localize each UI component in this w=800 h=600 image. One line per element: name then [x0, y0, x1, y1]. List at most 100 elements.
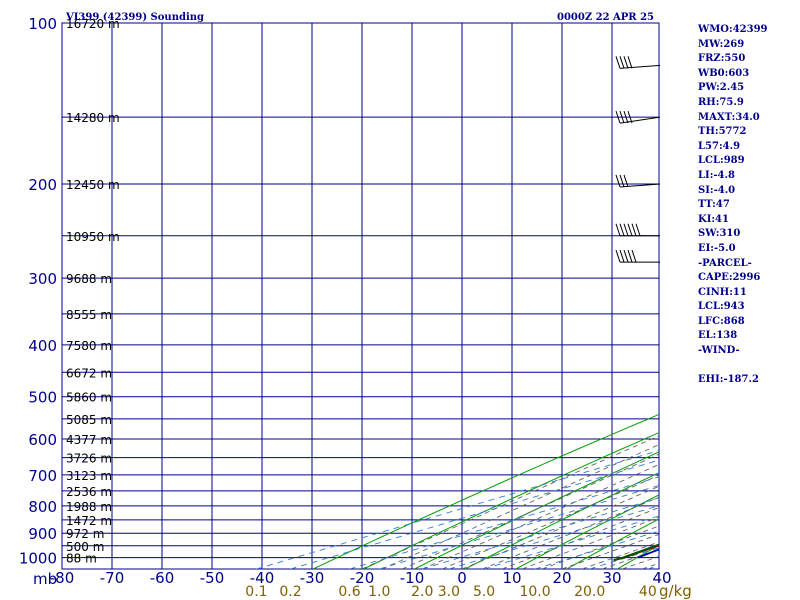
- moist-adiabat: [561, 533, 659, 569]
- moist-adiabats: [361, 435, 659, 569]
- sounding-index: CAPE:2996: [698, 272, 761, 284]
- sounding-index: WB0:603: [698, 67, 750, 79]
- height-tick-label: 10950 m: [66, 230, 120, 244]
- temperature-tick-label: 10: [502, 569, 521, 587]
- wind-barb-feather: [619, 174, 625, 188]
- sounding-index: EL:138: [698, 330, 738, 342]
- temperature-tick-label: -70: [100, 569, 125, 587]
- mixing-ratio-label: 40: [639, 584, 657, 600]
- dry-adiabat: [414, 451, 659, 569]
- wind-barb-feather: [615, 249, 621, 263]
- height-tick-label: 16720 m: [66, 17, 120, 31]
- wind-barb-feather: [615, 56, 621, 69]
- moist-adiabat: [481, 496, 659, 569]
- sounding-index: TH:5772: [698, 126, 747, 138]
- sounding-index: SI:-4.0: [698, 184, 736, 196]
- height-tick-label: 14280 m: [66, 111, 120, 125]
- wind-barb-feather: [619, 110, 625, 124]
- sounding-index: EHI:-187.2: [698, 374, 759, 386]
- mixing-ratio-label: 0.1: [245, 584, 267, 600]
- height-tick-label: 5860 m: [66, 391, 112, 405]
- sounding-index: FRZ:550: [698, 53, 746, 65]
- pressure-tick-label: 800: [28, 498, 57, 516]
- temperature-tick-label: 0: [457, 569, 467, 587]
- temperature-tick-label: 30: [602, 569, 621, 587]
- sounding-index: MW:269: [698, 38, 745, 50]
- sounding-index: LCL:989: [698, 155, 745, 167]
- sounding-index: -WIND-: [698, 345, 740, 357]
- height-tick-label: 972 m: [66, 527, 104, 541]
- height-tick-label: 2536 m: [66, 485, 112, 499]
- moist-adiabat: [521, 516, 659, 569]
- mixing-ratio-unit: g/kg: [659, 582, 692, 600]
- wind-barb-feather: [623, 249, 629, 263]
- wind-barb-feather: [623, 56, 629, 69]
- dry-adiabat: [363, 432, 659, 569]
- mixing-ratio-label: 10.0: [519, 584, 550, 600]
- height-tick-label: 88 m: [66, 552, 97, 566]
- moist-adiabat: [441, 474, 659, 569]
- dry-adiabat: [464, 472, 659, 569]
- sounding-index: LCL:943: [698, 301, 745, 313]
- wind-barb-feather: [615, 223, 621, 236]
- pressure-tick-label: 700: [28, 467, 57, 485]
- sounding-index: LFC:868: [698, 315, 745, 327]
- sounding-index: MAXT:34.0: [698, 111, 760, 123]
- temperature-tick-label: -40: [250, 569, 275, 587]
- wind-barb-feather: [623, 110, 629, 124]
- sounding-index: CINH:11: [698, 286, 747, 298]
- station-title: VI399 (42399) Sounding: [65, 12, 204, 23]
- sounding-index: TT:47: [698, 199, 730, 211]
- dry-adiabat: [566, 518, 659, 569]
- temperature-tick-label: 40: [652, 569, 671, 587]
- plot-area: [62, 23, 659, 569]
- mixing-ratio-lines: [256, 450, 659, 569]
- sounding-index: SW:310: [698, 228, 741, 240]
- wind-barb-feather: [615, 110, 621, 124]
- sounding-index: [698, 359, 798, 374]
- pressure-temperature-grid: [61, 22, 660, 570]
- height-tick-label: 8555 m: [66, 308, 112, 322]
- height-tick-label: 3123 m: [66, 469, 112, 483]
- wind-barb-feather: [627, 249, 633, 263]
- height-tick-label: 9688 m: [66, 272, 112, 286]
- dry-adiabat: [312, 413, 659, 569]
- sounding-index: L57:4.9: [698, 140, 741, 152]
- pressure-tick-label: 600: [28, 431, 57, 449]
- mixing-ratio-label: 20.0: [574, 584, 605, 600]
- wind-barb-feather: [627, 110, 633, 124]
- wind-barb-feather: [627, 56, 633, 69]
- mixing-ratio-label: 0.2: [279, 584, 301, 600]
- temperature-tick-label: -80: [50, 569, 75, 587]
- pressure-tick-label: 300: [28, 270, 57, 288]
- height-tick-label: 6672 m: [66, 366, 112, 380]
- temperature-tick-label: 20: [552, 569, 571, 587]
- wind-barb-staff: [619, 183, 661, 188]
- sounding-index: EI:-5.0: [698, 242, 736, 254]
- pressure-tick-label: 200: [28, 176, 57, 194]
- mixing-ratio-label: 3.0: [438, 584, 460, 600]
- pressure-tick-label: 400: [28, 337, 57, 355]
- wind-barb-feather: [619, 223, 625, 236]
- sounding-index: -PARCEL-: [698, 257, 752, 269]
- sounding-index: PW:2.45: [698, 82, 745, 94]
- y-axis-unit: mb: [33, 570, 57, 588]
- temperature-tick-label: -20: [350, 569, 375, 587]
- sounding-index: RH:75.9: [698, 96, 744, 108]
- pressure-tick-label: 500: [28, 389, 57, 407]
- height-tick-label: 5085 m: [66, 413, 112, 427]
- mixing-ratio-line: [534, 530, 659, 569]
- wind-barb-feather: [631, 223, 637, 236]
- pressure-tick-label: 900: [28, 525, 57, 543]
- height-tick-label: 1988 m: [66, 500, 112, 514]
- moist-adiabat: [401, 453, 659, 569]
- moist-adiabat: [421, 463, 659, 569]
- wind-barbs: [615, 56, 661, 263]
- wind-barb-feather: [631, 249, 637, 263]
- dry-adiabats: [312, 413, 659, 569]
- mixing-ratio-line: [483, 515, 659, 569]
- height-tick-label: 500 m: [66, 540, 104, 554]
- height-tick-label: 3726 m: [66, 452, 112, 466]
- sounding-index: LI:-4.8: [698, 169, 735, 181]
